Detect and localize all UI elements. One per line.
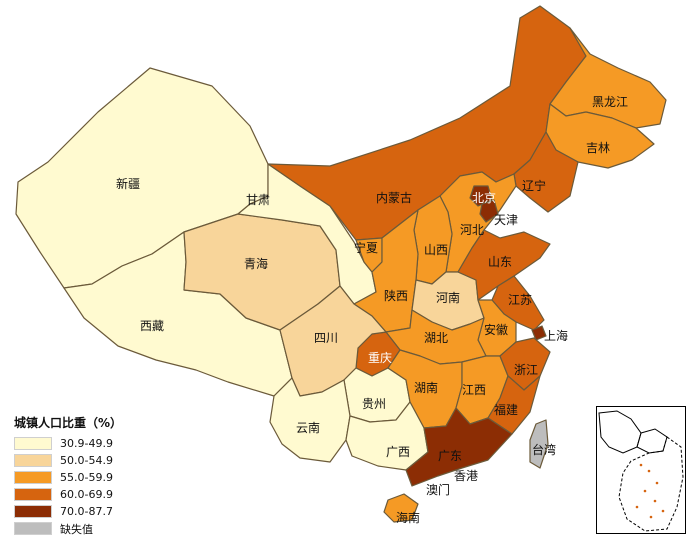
legend-item: 55.0-59.9 (14, 469, 164, 486)
label-jilin: 吉林 (586, 141, 610, 155)
label-chongqing: 重庆 (368, 351, 392, 365)
region-shanxi (413, 195, 453, 285)
legend-item: 30.9-49.9 (14, 435, 164, 452)
label-hubei: 湖北 (424, 330, 448, 345)
label-neimenggu: 内蒙古 (376, 190, 412, 205)
label-shandong: 山东 (488, 255, 512, 269)
label-shaanxi: 陕西 (384, 288, 408, 303)
legend-swatch (14, 522, 52, 535)
label-guangdong: 广东 (438, 449, 462, 463)
label-shanghai: 上海 (544, 328, 568, 343)
label-guangxi: 广西 (386, 445, 410, 459)
label-heilongjiang: 黑龙江 (592, 95, 628, 109)
legend: 城镇人口比重（%） 30.9-49.9 50.0-54.9 55.0-59.9 … (14, 414, 164, 537)
label-anhui: 安徽 (484, 322, 508, 337)
legend-label: 缺失值 (60, 522, 93, 536)
region-guangdong (405, 407, 513, 487)
legend-swatch (14, 454, 52, 467)
label-aomen: 澳门 (426, 482, 450, 497)
south-china-sea-inset-map (598, 410, 684, 532)
legend-label: 70.0-87.7 (60, 505, 113, 518)
legend-item: 60.0-69.9 (14, 486, 164, 503)
region-hainan (383, 493, 419, 523)
legend-label: 60.0-69.9 (60, 488, 113, 501)
label-shanxi: 山西 (424, 243, 448, 257)
legend-label: 30.9-49.9 (60, 437, 113, 450)
label-zhejiang: 浙江 (514, 363, 538, 377)
legend-item: 缺失值 (14, 520, 164, 537)
legend-swatch (14, 488, 52, 501)
region-shandong (457, 229, 551, 301)
label-sichuan: 四川 (314, 331, 338, 345)
legend-swatch (14, 437, 52, 450)
label-fujian: 福建 (494, 402, 518, 417)
label-yunnan: 云南 (296, 420, 320, 435)
region-tianjin (479, 199, 499, 223)
label-jiangsu: 江苏 (508, 293, 532, 307)
label-xinjiang: 新疆 (116, 176, 140, 191)
legend-swatch (14, 505, 52, 518)
legend-title: 城镇人口比重（%） (14, 416, 123, 430)
label-qinghai: 青海 (244, 256, 268, 271)
label-henan: 河南 (436, 290, 460, 305)
label-xianggang: 香港 (454, 469, 478, 483)
label-hainan: 海南 (396, 510, 420, 525)
legend-swatch (14, 471, 52, 484)
region-taiwan (529, 419, 549, 469)
label-xizang: 西藏 (140, 319, 164, 333)
label-guizhou: 贵州 (362, 397, 386, 411)
label-taiwan: 台湾 (532, 442, 556, 457)
label-beijing: 北京 (472, 191, 496, 205)
legend-label: 50.0-54.9 (60, 454, 113, 467)
label-hebei: 河北 (460, 223, 484, 237)
label-gansu: 甘肃 (246, 193, 270, 207)
label-liaoning: 辽宁 (522, 178, 546, 193)
legend-item: 70.0-87.7 (14, 503, 164, 520)
label-jiangxi: 江西 (462, 383, 486, 397)
region-shanghai (531, 325, 547, 341)
label-tianjin: 天津 (494, 213, 518, 227)
legend-item: 50.0-54.9 (14, 452, 164, 469)
label-hunan: 湖南 (414, 380, 438, 395)
label-ningxia: 宁夏 (354, 240, 378, 255)
south-china-sea-inset (596, 406, 686, 534)
legend-label: 55.0-59.9 (60, 471, 113, 484)
